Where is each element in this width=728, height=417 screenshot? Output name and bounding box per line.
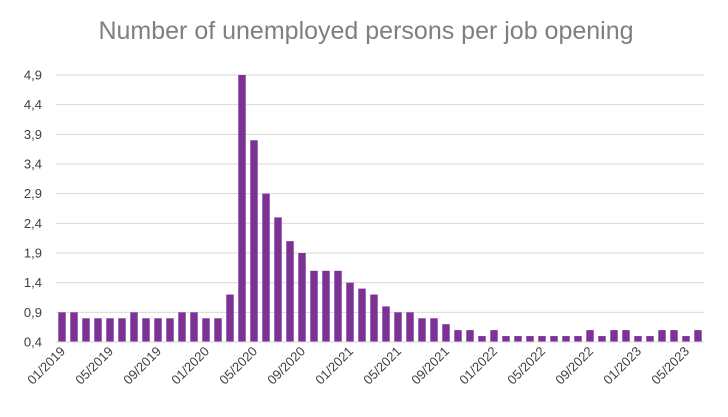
bar (622, 330, 630, 342)
bar (274, 217, 282, 342)
bar (490, 330, 498, 342)
bar (334, 270, 342, 342)
bar (298, 253, 306, 342)
bar (214, 318, 222, 342)
bar (310, 270, 318, 342)
bar (634, 336, 642, 342)
x-tick-label: 05/2020 (216, 344, 260, 388)
bar (526, 336, 534, 342)
bar (418, 318, 426, 342)
bar (58, 312, 66, 342)
y-axis-tick-labels: 0,4 0,9 1,4 1,9 2,4 2,9 3,4 3,9 4,4 4,9 (24, 68, 42, 350)
x-tick-label: 09/2019 (120, 344, 164, 388)
bar (610, 330, 618, 342)
bar (598, 336, 606, 342)
bar (118, 318, 126, 342)
y-tick-label: 2,4 (24, 216, 42, 231)
x-tick-label: 09/2021 (408, 344, 452, 388)
bar (586, 330, 594, 342)
bar (94, 318, 102, 342)
x-tick-label: 05/2022 (504, 344, 548, 388)
bar (250, 140, 258, 342)
bar (370, 294, 378, 342)
x-tick-label: 09/2022 (552, 344, 596, 388)
x-axis-tick-labels: 01/2019 05/2019 09/2019 01/2020 05/2020 09/20… (24, 344, 692, 388)
bar (238, 75, 246, 342)
y-tick-label: 3,4 (24, 157, 42, 172)
bar (646, 336, 654, 342)
bars (58, 75, 702, 342)
y-tick-label: 3,9 (24, 127, 42, 142)
bar (670, 330, 678, 342)
bar (574, 336, 582, 342)
bar (502, 336, 510, 342)
bar (442, 324, 450, 342)
y-tick-label: 0,4 (24, 335, 42, 350)
bar (394, 312, 402, 342)
bar (514, 336, 522, 342)
bar (202, 318, 210, 342)
bar (694, 330, 702, 342)
bar (454, 330, 462, 342)
y-tick-label: 4,9 (24, 68, 42, 83)
bar (286, 241, 294, 342)
bar (478, 336, 486, 342)
y-tick-label: 1,9 (24, 246, 42, 261)
bar (70, 312, 78, 342)
bar (226, 294, 234, 342)
bar (382, 306, 390, 342)
bar (538, 336, 546, 342)
bar (682, 336, 690, 342)
bar (106, 318, 114, 342)
bar (358, 288, 366, 342)
bar (154, 318, 162, 342)
x-tick-label: 01/2019 (24, 344, 68, 388)
bar (550, 336, 558, 342)
x-tick-label: 01/2022 (456, 344, 500, 388)
x-tick-label: 05/2021 (360, 344, 404, 388)
y-tick-label: 0,9 (24, 305, 42, 320)
chart-title: Number of unemployed persons per job ope… (98, 17, 633, 45)
y-tick-label: 1,4 (24, 275, 42, 290)
bar (658, 330, 666, 342)
bar (178, 312, 186, 342)
x-tick-label: 05/2023 (648, 344, 692, 388)
bar (322, 270, 330, 342)
bar (130, 312, 138, 342)
bar (166, 318, 174, 342)
x-tick-label: 01/2021 (312, 344, 356, 388)
x-tick-label: 01/2023 (600, 344, 644, 388)
y-tick-label: 4,4 (24, 97, 42, 112)
x-tick-label: 01/2020 (168, 344, 212, 388)
gridlines (56, 74, 704, 313)
y-tick-label: 2,9 (24, 186, 42, 201)
x-tick-label: 05/2019 (72, 344, 116, 388)
bar (406, 312, 414, 342)
x-tick-label: 09/2020 (264, 344, 308, 388)
bar (82, 318, 90, 342)
bar (430, 318, 438, 342)
bar (142, 318, 150, 342)
bar (190, 312, 198, 342)
bar (466, 330, 474, 342)
bar (346, 282, 354, 342)
bar (562, 336, 570, 342)
bar (262, 193, 270, 342)
